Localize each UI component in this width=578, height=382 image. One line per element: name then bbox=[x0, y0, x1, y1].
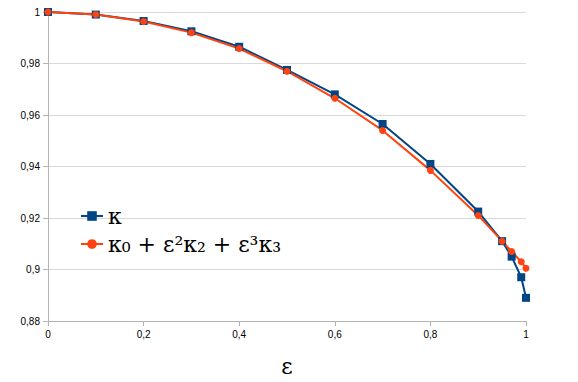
svg-text:0,2: 0,2 bbox=[137, 329, 151, 340]
svg-text:κ: κ bbox=[108, 204, 122, 229]
svg-text:0,92: 0,92 bbox=[21, 213, 41, 224]
svg-text:0,94: 0,94 bbox=[21, 161, 41, 172]
svg-text:κ₀ + ε²κ₂ + ε³κ₃: κ₀ + ε²κ₂ + ε³κ₃ bbox=[108, 232, 281, 257]
svg-text:0,8: 0,8 bbox=[423, 329, 437, 340]
svg-text:0,6: 0,6 bbox=[328, 329, 342, 340]
svg-text:1: 1 bbox=[523, 329, 529, 340]
svg-text:0,9: 0,9 bbox=[26, 264, 40, 275]
svg-text:0,4: 0,4 bbox=[232, 329, 246, 340]
svg-text:0,88: 0,88 bbox=[21, 316, 41, 327]
svg-text:0,98: 0,98 bbox=[21, 58, 41, 69]
svg-text:1: 1 bbox=[34, 7, 40, 18]
svg-text:0,96: 0,96 bbox=[21, 110, 41, 121]
svg-text:ε: ε bbox=[281, 354, 292, 379]
svg-text:0: 0 bbox=[45, 329, 51, 340]
